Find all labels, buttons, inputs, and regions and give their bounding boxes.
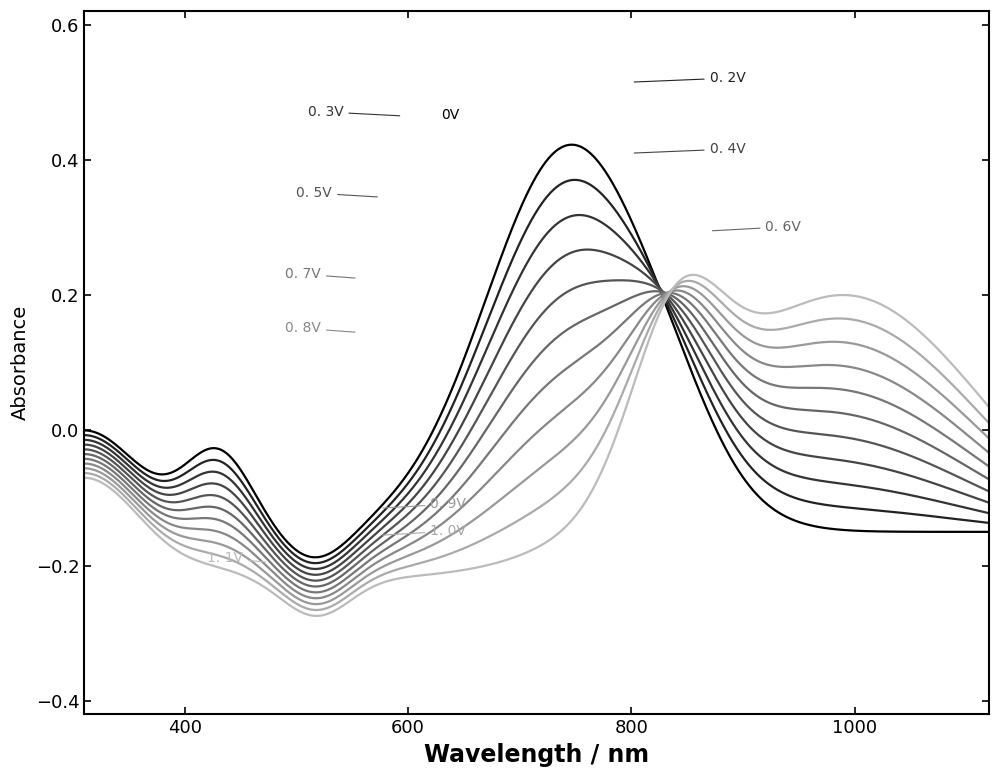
Text: 0. 6V: 0. 6V	[712, 220, 801, 234]
Text: 0. 5V: 0. 5V	[296, 186, 377, 200]
X-axis label: Wavelength / nm: Wavelength / nm	[424, 743, 649, 767]
Text: 1. 1V: 1. 1V	[207, 552, 266, 566]
Text: 1. 0V: 1. 0V	[383, 524, 466, 538]
Text: 0V: 0V	[442, 108, 460, 122]
Text: 0. 9V: 0. 9V	[383, 497, 466, 511]
Text: 0. 3V: 0. 3V	[308, 105, 400, 119]
Text: 0. 2V: 0. 2V	[634, 71, 745, 85]
Text: 0. 7V: 0. 7V	[285, 268, 355, 282]
Y-axis label: Absorbance: Absorbance	[11, 305, 30, 420]
Text: 0. 8V: 0. 8V	[285, 321, 355, 335]
Text: 0. 4V: 0. 4V	[634, 142, 745, 156]
